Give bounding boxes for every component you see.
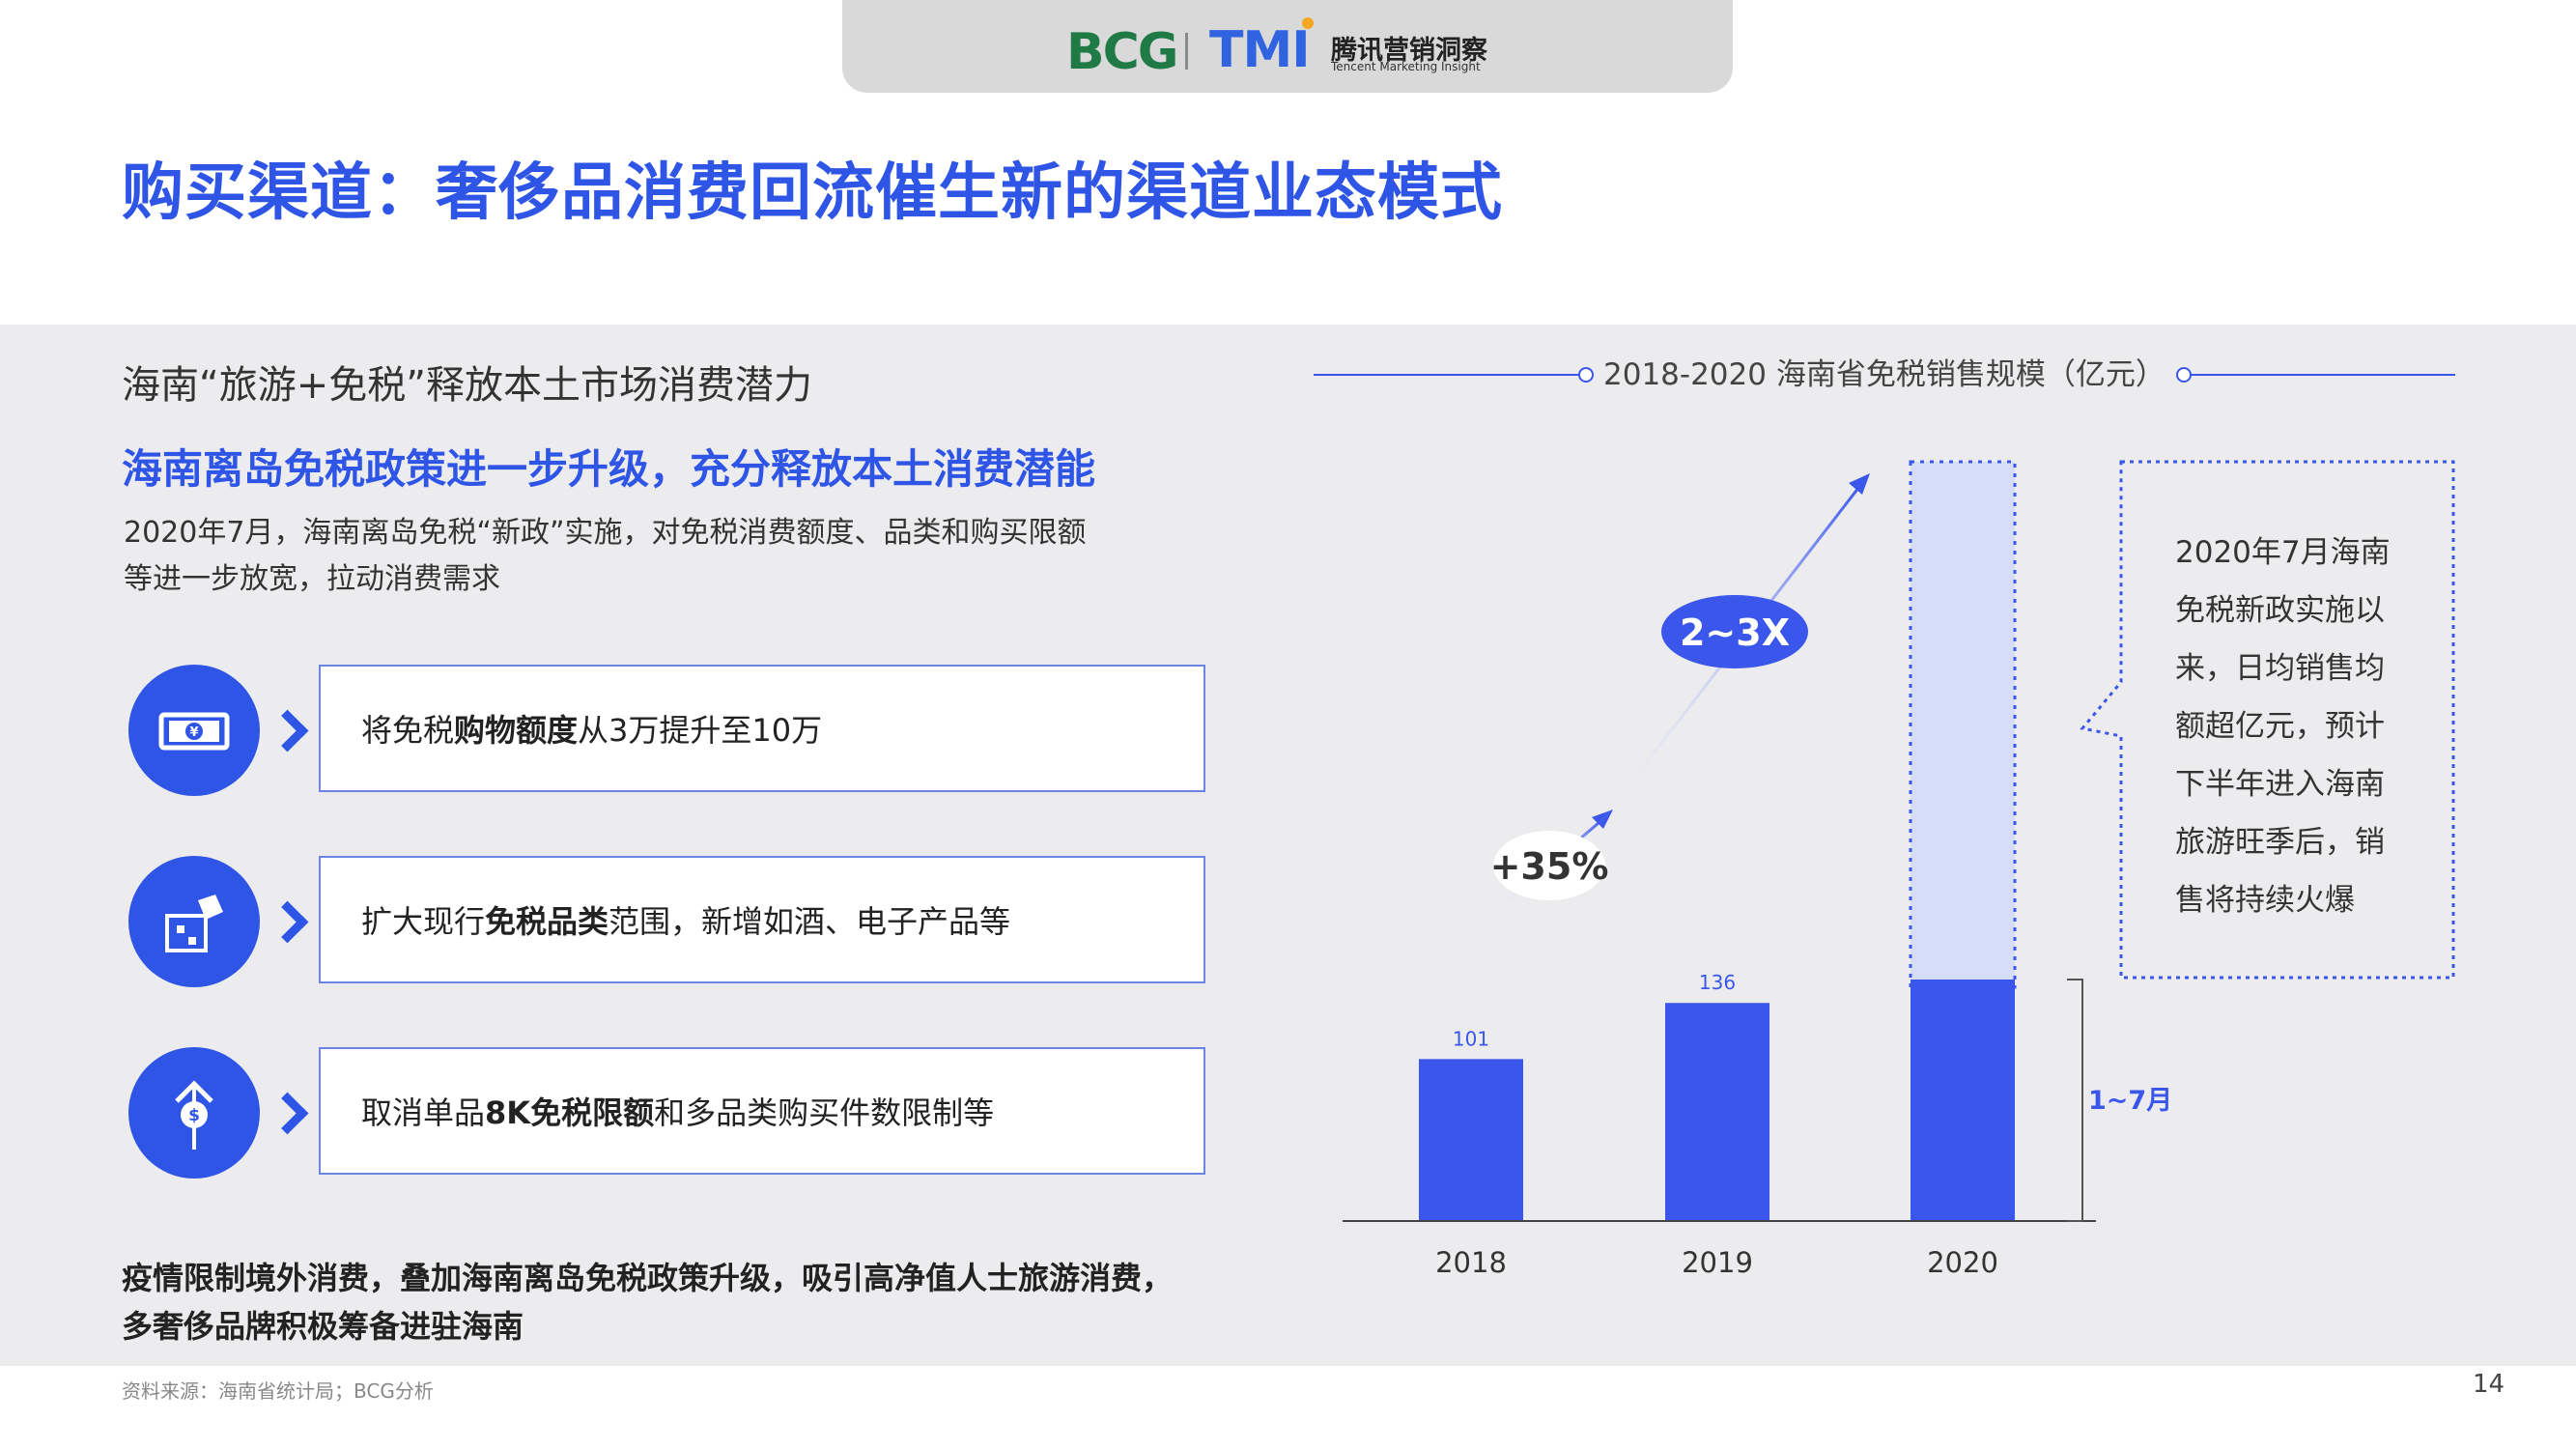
money-icon: ¥: [128, 665, 260, 796]
policy-item-text: 范围，新增如酒、电子产品等: [609, 903, 1011, 940]
growth-label: +35%: [1490, 845, 1609, 888]
arrow-head-icon: [1849, 473, 1870, 495]
policy-item: 将免税 购物额度 从3万提升至10万: [319, 665, 1205, 792]
tmi-logo: TMI: [1209, 21, 1311, 79]
policy-item-text: 从3万提升至10万: [578, 712, 823, 749]
x-tick-label-2018: 2018: [1435, 1246, 1507, 1279]
callout-line: 免税新政实施以: [2175, 593, 2385, 628]
policy-item-text: 将免税: [361, 712, 455, 749]
policy-item-text: 扩大现行: [361, 903, 486, 940]
chart-title: 2018-2020 海南省免税销售规模（亿元）: [1603, 357, 2166, 392]
logo-divider: [1185, 33, 1188, 70]
policy-item-highlight: 8K免税限额: [485, 1094, 655, 1131]
policy-description-line: 2020年7月，海南离岛免税“新政”实施，对免税消费额度、品类和购买限额: [124, 516, 1087, 550]
callout-text: 2020年7月海南免税新政实施以来，日均销售均额超亿元，预计下半年进入海南旅游旺…: [2175, 535, 2391, 918]
growth-badge-small: [1493, 831, 1605, 900]
growth-label: 2~3X: [1680, 611, 1790, 654]
projected-2020-bar: [1909, 460, 2017, 989]
callout-line: 2020年7月海南: [2175, 535, 2391, 570]
page-title: 购买渠道：奢侈品消费回流催生新的渠道业态模式: [122, 157, 1503, 229]
policy-description-line: 等进一步放宽，拉动消费需求: [124, 562, 500, 596]
conclusion-line: 疫情限制境外消费，叠加海南离岛免税政策升级，吸引高净值人士旅游消费，: [122, 1260, 1174, 1296]
callout-line: 售将持续火爆: [2175, 883, 2355, 918]
bar-2020: [1911, 980, 2015, 1221]
source-note: 资料来源：海南省统计局；BCG分析: [122, 1379, 434, 1403]
growth-badge-large: [1661, 595, 1808, 668]
data-label-2018: 101: [1453, 1027, 1489, 1050]
callout-line: 额超亿元，预计: [2175, 709, 2385, 744]
callout-line: 来，日均销售均: [2175, 651, 2385, 686]
policy-item-text: 和多品类购买件数限制等: [654, 1094, 995, 1131]
bar-2019: [1665, 1003, 1769, 1221]
policy-item-highlight: 免税品类: [485, 903, 609, 940]
x-tick-label-2020: 2020: [1927, 1246, 1998, 1279]
svg-text:¥: ¥: [189, 725, 198, 740]
section-heading: 海南“旅游+免税”释放本土市场消费潜力: [122, 363, 812, 408]
svg-text:$: $: [188, 1106, 200, 1125]
chart-title-dot: [1578, 367, 1594, 383]
policy-item: 取消单品 8K免税限额 和多品类购买件数限制等: [319, 1047, 1205, 1175]
callout-box: [2080, 460, 2455, 980]
bar-2018: [1419, 1059, 1523, 1221]
tmi-logo-dot: [1302, 17, 1314, 29]
conclusion-line: 多奢侈品牌积极筹备进驻海南: [122, 1308, 524, 1345]
tmi-logo-en: Tencent Marketing Insight: [1331, 60, 1481, 73]
chart-title-dot: [2176, 367, 2192, 383]
policy-item-highlight: 购物额度: [454, 712, 579, 749]
puzzle-icon: [128, 856, 260, 987]
bracket-label: 1~7月: [2088, 1086, 2172, 1116]
policy-item-text: 取消单品: [361, 1094, 486, 1131]
page-number: 14: [2473, 1370, 2505, 1399]
bcg-logo: BCG: [1066, 23, 1178, 81]
callout-line: 下半年进入海南: [2175, 767, 2385, 802]
x-tick-label-2019: 2019: [1682, 1246, 1753, 1279]
tmi-logo-cn: 腾讯营销洞察: [1331, 36, 1487, 66]
bars-group: 101 2018 136 2019 2020: [1419, 971, 2015, 1279]
policy-title: 海南离岛免税政策进一步升级，充分释放本土消费潜能: [122, 445, 1096, 493]
callout-line: 旅游旺季后，销: [2175, 825, 2385, 860]
period-bracket: [2067, 979, 2083, 1222]
header-logo-tab: [842, 0, 1733, 93]
dollar-up-icon: $: [128, 1047, 260, 1179]
policy-item: 扩大现行 免税品类 范围，新增如酒、电子产品等: [319, 856, 1205, 983]
data-label-2019: 136: [1699, 971, 1736, 994]
